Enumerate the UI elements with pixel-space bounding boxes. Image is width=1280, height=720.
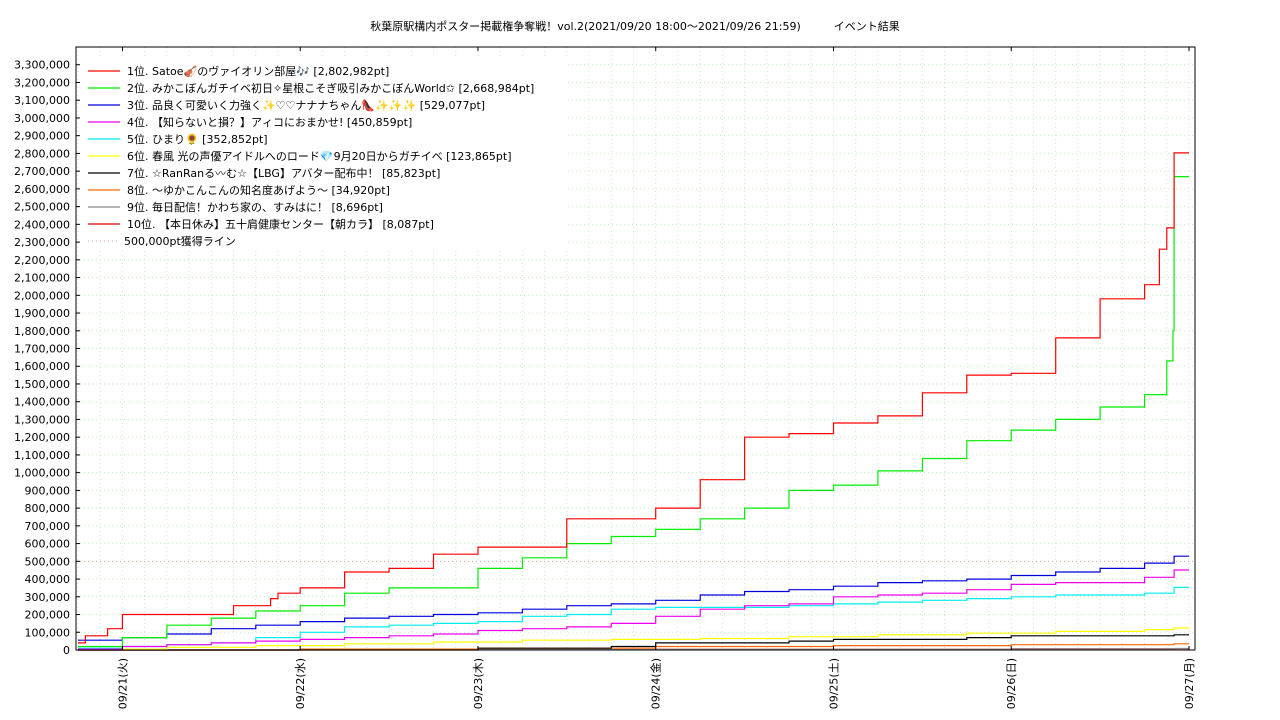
legend-entry-7: 7位. ☆RanRanる〰む☆【LBG】アバター配布中！ [85,823pt]: [127, 166, 440, 180]
series-line-4: [78, 569, 1189, 650]
y-tick-label: 1,900,000: [14, 307, 70, 320]
y-tick-label: 3,000,000: [14, 112, 70, 125]
x-tick-label: 09/21(火): [116, 658, 129, 709]
y-tick-label: 1,300,000: [14, 413, 70, 426]
y-tick-label: 2,800,000: [14, 147, 70, 160]
legend-background: [80, 56, 568, 250]
y-tick-label: 3,200,000: [14, 76, 70, 89]
y-tick-label: 800,000: [25, 502, 71, 515]
y-tick-label: 3,300,000: [14, 59, 70, 72]
y-tick-label: 300,000: [25, 591, 71, 604]
legend-entry-8: 8位. 〜ゆかこんこんの知名度あげよう〜 [34,920pt]: [127, 183, 390, 197]
y-tick-label: 1,500,000: [14, 378, 70, 391]
series-line-5: [78, 586, 1189, 649]
y-tick-label: 2,300,000: [14, 236, 70, 249]
x-axis: 09/21(火) 09/22(水) 09/23(木) 09/24(金) 09/25(土)…: [116, 47, 1196, 709]
y-tick-label: 2,700,000: [14, 165, 70, 178]
y-tick-label: 600,000: [25, 538, 71, 551]
legend-entry-9: 9位. 毎日配信！かわち家の、すみはに！ [8,696pt]: [127, 200, 383, 214]
x-tick-label: 09/24(金): [649, 658, 663, 709]
x-tick-label: 09/27(月): [1183, 658, 1196, 709]
y-tick-label: 1,600,000: [14, 360, 70, 373]
legend-entry-2: 2位. みかこぼんガチイベ初日✧星根こそぎ吸引みかこぼんWorld✩ [2,66…: [127, 81, 534, 95]
y-tick-label: 2,100,000: [14, 272, 70, 285]
x-tick-label: 09/22(水): [294, 658, 307, 709]
y-axis: 0 100,000 200,000 300,000 400,000 500,000 600,…: [14, 59, 80, 657]
series-line-7: [78, 634, 1189, 651]
y-tick-label: 100,000: [25, 626, 71, 639]
y-tick-label: 3,100,000: [14, 94, 70, 107]
y-tick-label: 700,000: [25, 520, 71, 533]
legend-entry-reference: 500,000pt獲得ライン: [124, 235, 236, 248]
y-tick-label: 200,000: [25, 609, 71, 622]
y-tick-label: 2,500,000: [14, 201, 70, 214]
legend-entry-5: 5位. ひまり🌻 [352,852pt]: [127, 132, 268, 146]
series-line-3: [78, 555, 1189, 641]
legend-entry-1: 1位. Satoe🎻のヴァイオリン部屋🎶 [2,802,982pt]: [127, 64, 389, 78]
series-line-6: [78, 627, 1189, 650]
series-line-2: [78, 176, 1189, 648]
y-tick-label: 1,400,000: [14, 396, 70, 409]
y-tick-label: 2,600,000: [14, 183, 70, 196]
x-tick-label: 09/26(日): [1005, 658, 1018, 709]
y-tick-label: 0: [63, 644, 70, 657]
y-tick-label: 1,000,000: [14, 467, 70, 480]
y-tick-label: 1,700,000: [14, 343, 70, 356]
y-tick-label: 1,800,000: [14, 325, 70, 338]
legend-entry-3: 3位. 品良く可愛いく力強く✨♡♡ナナナちゃん👠✨✨✨ [529,077pt]: [127, 98, 485, 112]
legend-entry-4: 4位. 【知らないと損？】アィコにおまかせ! [450,859pt]: [127, 115, 412, 129]
legend-entry-6: 6位. 春風 光の声優アイドルへのロード💎9月20日からガチイベ [123,86…: [127, 149, 512, 163]
y-tick-label: 1,200,000: [14, 431, 70, 444]
series-line-8: [78, 643, 1189, 651]
y-tick-label: 400,000: [25, 573, 71, 586]
x-tick-label: 09/23(木): [472, 658, 485, 709]
legend-entry-10: 10位. 【本日休み】五十肩健康センター【朝カラ】 [8,087pt]: [127, 217, 434, 231]
y-tick-label: 2,000,000: [14, 289, 70, 302]
y-tick-label: 500,000: [25, 555, 71, 568]
y-tick-label: 2,200,000: [14, 254, 70, 267]
y-tick-label: 1,100,000: [14, 449, 70, 462]
y-tick-label: 2,900,000: [14, 130, 70, 143]
y-tick-label: 2,400,000: [14, 218, 70, 231]
chart-title: 秋葉原駅構内ポスター掲載権争奪戦！vol.2(2021/09/20 18:00～…: [370, 19, 900, 33]
legend: 1位. Satoe🎻のヴァイオリン部屋🎶 [2,802,982pt] 2位. みか…: [80, 56, 568, 250]
x-tick-label: 09/25(土): [827, 658, 840, 709]
y-tick-label: 900,000: [25, 484, 71, 497]
series-line-1: [78, 152, 1189, 644]
